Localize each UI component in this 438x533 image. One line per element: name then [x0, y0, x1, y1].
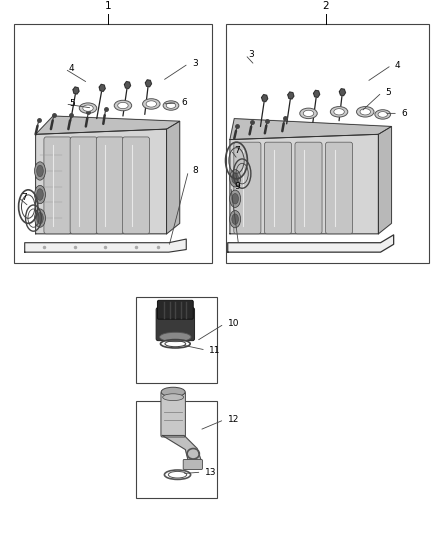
FancyBboxPatch shape: [123, 137, 150, 234]
Text: 4: 4: [68, 64, 74, 74]
Ellipse shape: [378, 111, 388, 117]
Polygon shape: [73, 87, 79, 94]
Ellipse shape: [334, 109, 344, 115]
Polygon shape: [230, 134, 378, 234]
Polygon shape: [145, 80, 152, 87]
FancyBboxPatch shape: [70, 137, 97, 234]
Text: 7: 7: [234, 146, 240, 155]
Text: 6: 6: [402, 109, 407, 118]
Ellipse shape: [37, 165, 43, 177]
Ellipse shape: [161, 387, 185, 397]
Ellipse shape: [303, 110, 314, 117]
Bar: [14, 25, 212, 263]
Polygon shape: [35, 129, 166, 234]
FancyBboxPatch shape: [183, 459, 202, 470]
Polygon shape: [261, 95, 268, 102]
FancyBboxPatch shape: [265, 142, 291, 234]
Text: 1: 1: [104, 1, 111, 11]
Ellipse shape: [230, 169, 240, 187]
Polygon shape: [25, 239, 186, 252]
Text: 11: 11: [209, 345, 221, 354]
Text: 7: 7: [21, 192, 28, 201]
Text: 6: 6: [181, 99, 187, 108]
Text: 13: 13: [205, 467, 216, 477]
Ellipse shape: [330, 107, 348, 117]
Polygon shape: [339, 89, 346, 95]
Ellipse shape: [163, 101, 179, 110]
Text: 3: 3: [249, 50, 254, 59]
Ellipse shape: [357, 107, 374, 117]
Polygon shape: [166, 121, 180, 234]
Ellipse shape: [230, 211, 240, 228]
Ellipse shape: [146, 101, 156, 107]
Ellipse shape: [35, 162, 46, 180]
FancyBboxPatch shape: [295, 142, 322, 234]
Text: 2: 2: [323, 1, 329, 11]
Text: 12: 12: [228, 415, 239, 424]
Ellipse shape: [232, 173, 238, 183]
Ellipse shape: [37, 212, 43, 224]
Text: 5: 5: [385, 88, 391, 97]
Polygon shape: [288, 92, 294, 99]
Polygon shape: [230, 119, 392, 140]
Ellipse shape: [35, 185, 46, 204]
Ellipse shape: [143, 99, 160, 109]
Text: 3: 3: [192, 59, 198, 68]
Polygon shape: [35, 116, 180, 134]
Text: 8: 8: [192, 166, 198, 175]
Text: 4: 4: [395, 61, 401, 70]
Ellipse shape: [83, 105, 93, 111]
Ellipse shape: [230, 190, 240, 207]
Ellipse shape: [300, 108, 317, 119]
FancyBboxPatch shape: [157, 300, 193, 319]
Bar: [136, 297, 217, 383]
Text: 5: 5: [69, 100, 74, 108]
Polygon shape: [378, 126, 392, 234]
Bar: [226, 25, 428, 263]
Ellipse shape: [360, 109, 371, 115]
Ellipse shape: [118, 102, 128, 109]
Ellipse shape: [37, 189, 43, 200]
Ellipse shape: [375, 110, 391, 119]
Polygon shape: [228, 235, 394, 252]
FancyBboxPatch shape: [325, 142, 353, 234]
FancyBboxPatch shape: [161, 392, 185, 437]
FancyBboxPatch shape: [234, 142, 261, 234]
FancyBboxPatch shape: [44, 137, 71, 234]
Ellipse shape: [232, 193, 238, 204]
Ellipse shape: [79, 103, 97, 114]
Polygon shape: [99, 84, 105, 91]
Bar: [136, 401, 217, 498]
FancyBboxPatch shape: [96, 137, 124, 234]
Ellipse shape: [232, 214, 238, 224]
Polygon shape: [124, 82, 131, 88]
Text: 9: 9: [234, 182, 240, 191]
Ellipse shape: [159, 332, 191, 342]
Ellipse shape: [35, 209, 46, 227]
Polygon shape: [314, 91, 320, 97]
Ellipse shape: [114, 100, 132, 111]
Ellipse shape: [166, 103, 176, 108]
FancyBboxPatch shape: [156, 308, 194, 341]
Ellipse shape: [162, 394, 184, 401]
Polygon shape: [162, 435, 201, 462]
Text: 10: 10: [228, 319, 239, 328]
